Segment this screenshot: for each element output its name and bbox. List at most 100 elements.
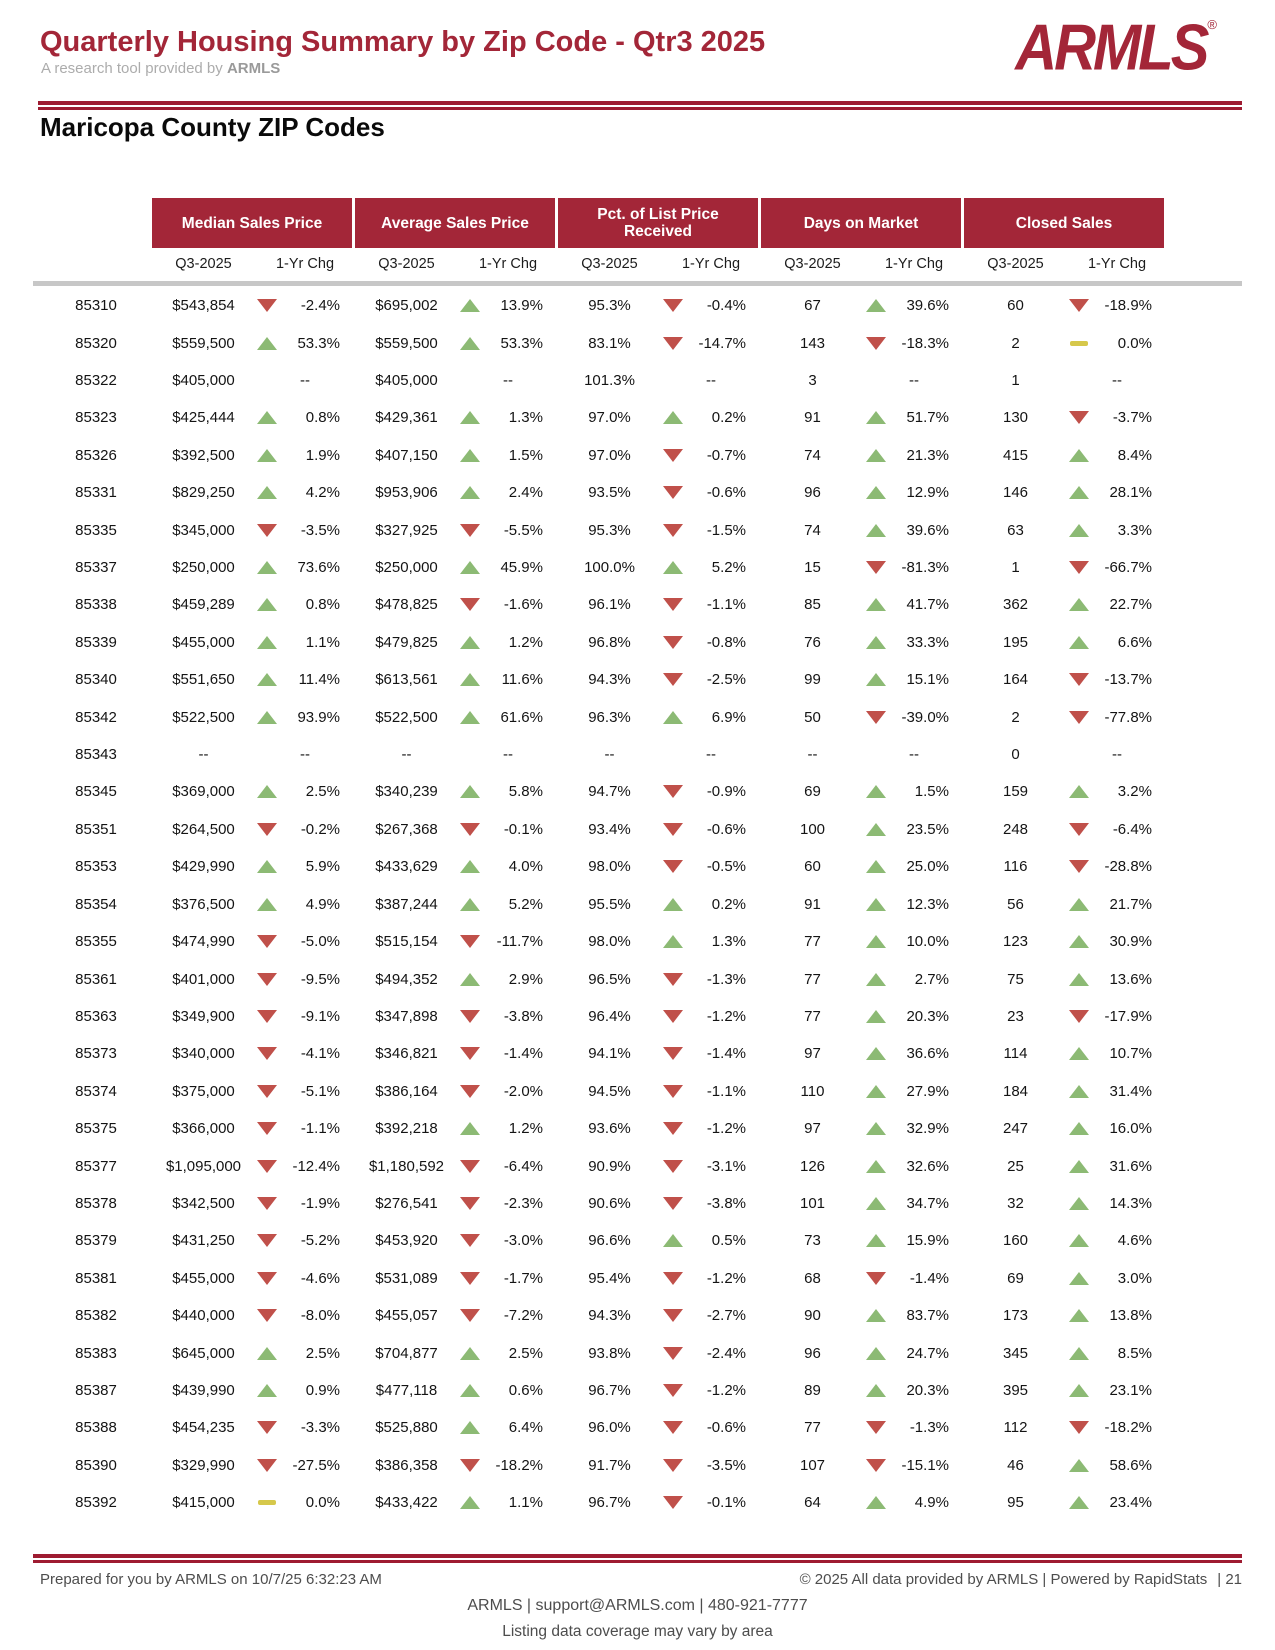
change-cell: 0.8% xyxy=(255,399,355,436)
down-triangle-icon xyxy=(866,1421,886,1435)
table-row: 85351 $264,500 -0.2% $267,368 -0.1% 93.4% -0.6… xyxy=(40,811,1167,848)
down-triangle-icon xyxy=(460,598,480,612)
down-triangle-icon xyxy=(663,785,683,799)
change-cell: -1.4% xyxy=(661,1035,761,1072)
table-row: 85388 $454,235 -3.3% $525,880 6.4% 96.0% -0.6%… xyxy=(40,1409,1167,1446)
metric-value: 95.4% xyxy=(588,1269,631,1287)
change-cell: -1.5% xyxy=(661,511,761,548)
metric-value: 96.6% xyxy=(588,1232,631,1250)
up-triangle-icon xyxy=(866,1009,886,1023)
metric-value: $276,541 xyxy=(375,1194,438,1212)
metric-value: 97.0% xyxy=(588,409,631,427)
change-cell: -18.3% xyxy=(864,324,964,361)
change-value: -0.2% xyxy=(300,820,340,838)
change-value: 12.3% xyxy=(906,895,949,913)
column-subheaders: Q3-2025 1-Yr Chg Q3-2025 1-Yr Chg Q3-2025 1-Y… xyxy=(40,250,1167,278)
zip-code: 85326 xyxy=(75,446,117,464)
metric-value: $645,000 xyxy=(172,1344,235,1362)
metric-value: 46 xyxy=(1007,1456,1024,1474)
period-subheader: Q3-2025 xyxy=(175,256,232,272)
down-triangle-icon xyxy=(663,1122,683,1136)
column-group-header-4: Days on Market xyxy=(761,198,961,248)
metric-value: $551,650 xyxy=(172,671,235,689)
zip-code: 85388 xyxy=(75,1419,117,1437)
change-cell: 23.5% xyxy=(864,811,964,848)
table-row: 85338 $459,289 0.8% $478,825 -1.6% 96.1% -1.1%… xyxy=(40,586,1167,623)
metric-value: $494,352 xyxy=(375,970,438,988)
down-triangle-icon xyxy=(663,822,683,836)
metric-value: $453,920 xyxy=(375,1232,438,1250)
metric-value: 60 xyxy=(1007,297,1024,315)
metric-value: $376,500 xyxy=(172,895,235,913)
up-triangle-icon xyxy=(1069,1271,1089,1285)
metric-value: 93.6% xyxy=(588,1120,631,1138)
up-triangle-icon xyxy=(866,972,886,986)
change-cell: -1.3% xyxy=(864,1409,964,1446)
up-triangle-icon xyxy=(460,972,480,986)
metric-value: 91 xyxy=(804,409,821,427)
down-triangle-icon xyxy=(663,972,683,986)
metric-value: $329,990 xyxy=(172,1456,235,1474)
change-value: 15.1% xyxy=(906,671,949,689)
change-value: -3.5% xyxy=(706,1456,746,1474)
footer-contact: ARMLS | support@ARMLS.com | 480-921-7777 xyxy=(467,1597,808,1614)
change-value: 1.9% xyxy=(305,446,340,464)
change-value: 0.9% xyxy=(305,1381,340,1399)
down-triangle-icon xyxy=(663,1346,683,1360)
up-triangle-icon xyxy=(460,1122,480,1136)
change-cell: 2.9% xyxy=(458,960,558,997)
change-cell: -5.5% xyxy=(458,511,558,548)
change-cell: 51.7% xyxy=(864,399,964,436)
metric-value: $392,218 xyxy=(375,1120,438,1138)
change-value: 45.9% xyxy=(500,559,543,577)
table-row: 85310 $543,854 -2.4% $695,002 13.9% 95.3% -0.4… xyxy=(40,287,1167,324)
change-value: -2.4% xyxy=(300,297,340,315)
metric-value: 100.0% xyxy=(584,559,635,577)
change-value: -3.0% xyxy=(503,1232,543,1250)
period-subheader: Q3-2025 xyxy=(784,256,841,272)
zip-code: 85351 xyxy=(75,820,117,838)
page-subtitle: A research tool provided by ARMLS xyxy=(41,60,280,77)
metric-value: 90.9% xyxy=(588,1157,631,1175)
change-cell: -1.6% xyxy=(458,586,558,623)
down-triangle-icon xyxy=(257,299,277,313)
change-cell: -- xyxy=(1067,736,1167,773)
change-value: 33.3% xyxy=(906,633,949,651)
metric-value: $375,000 xyxy=(172,1082,235,1100)
change-cell: -0.1% xyxy=(661,1484,761,1521)
change-cell: -9.1% xyxy=(255,998,355,1035)
metric-value: 74 xyxy=(804,521,821,539)
up-triangle-icon xyxy=(460,299,480,313)
up-triangle-icon xyxy=(866,1196,886,1210)
change-cell: 20.3% xyxy=(864,1372,964,1409)
change-cell: 32.9% xyxy=(864,1110,964,1147)
header-divider xyxy=(33,281,1242,286)
down-triangle-icon xyxy=(663,336,683,350)
change-cell: -6.4% xyxy=(458,1147,558,1184)
down-triangle-icon xyxy=(460,1234,480,1248)
change-value: 12.9% xyxy=(906,484,949,502)
metric-value: $543,854 xyxy=(172,297,235,315)
table-row: 85363 $349,900 -9.1% $347,898 -3.8% 96.4% -1.2… xyxy=(40,998,1167,1035)
change-cell: 31.4% xyxy=(1067,1073,1167,1110)
up-triangle-icon xyxy=(866,860,886,874)
up-triangle-icon xyxy=(460,635,480,649)
change-value: -1.3% xyxy=(909,1419,949,1437)
up-triangle-icon xyxy=(1069,1234,1089,1248)
table-row: 85340 $551,650 11.4% $613,561 11.6% 94.3% -2.5… xyxy=(40,661,1167,698)
change-value: 0.5% xyxy=(711,1232,746,1250)
metric-value: $387,244 xyxy=(375,895,438,913)
metric-value: 97 xyxy=(804,1120,821,1138)
change-cell: -2.4% xyxy=(661,1334,761,1371)
change-value: 0.8% xyxy=(305,596,340,614)
change-cell: 5.2% xyxy=(661,549,761,586)
metric-value: $454,235 xyxy=(172,1419,235,1437)
change-cell: -3.5% xyxy=(255,511,355,548)
zip-code: 85361 xyxy=(75,970,117,988)
section-title: Maricopa County ZIP Codes xyxy=(40,112,385,142)
change-value: -1.4% xyxy=(909,1269,949,1287)
metric-value: 101 xyxy=(799,1194,826,1212)
change-cell: -2.3% xyxy=(458,1185,558,1222)
up-triangle-icon xyxy=(663,897,683,911)
